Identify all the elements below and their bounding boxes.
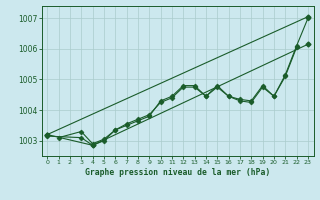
X-axis label: Graphe pression niveau de la mer (hPa): Graphe pression niveau de la mer (hPa) — [85, 168, 270, 177]
